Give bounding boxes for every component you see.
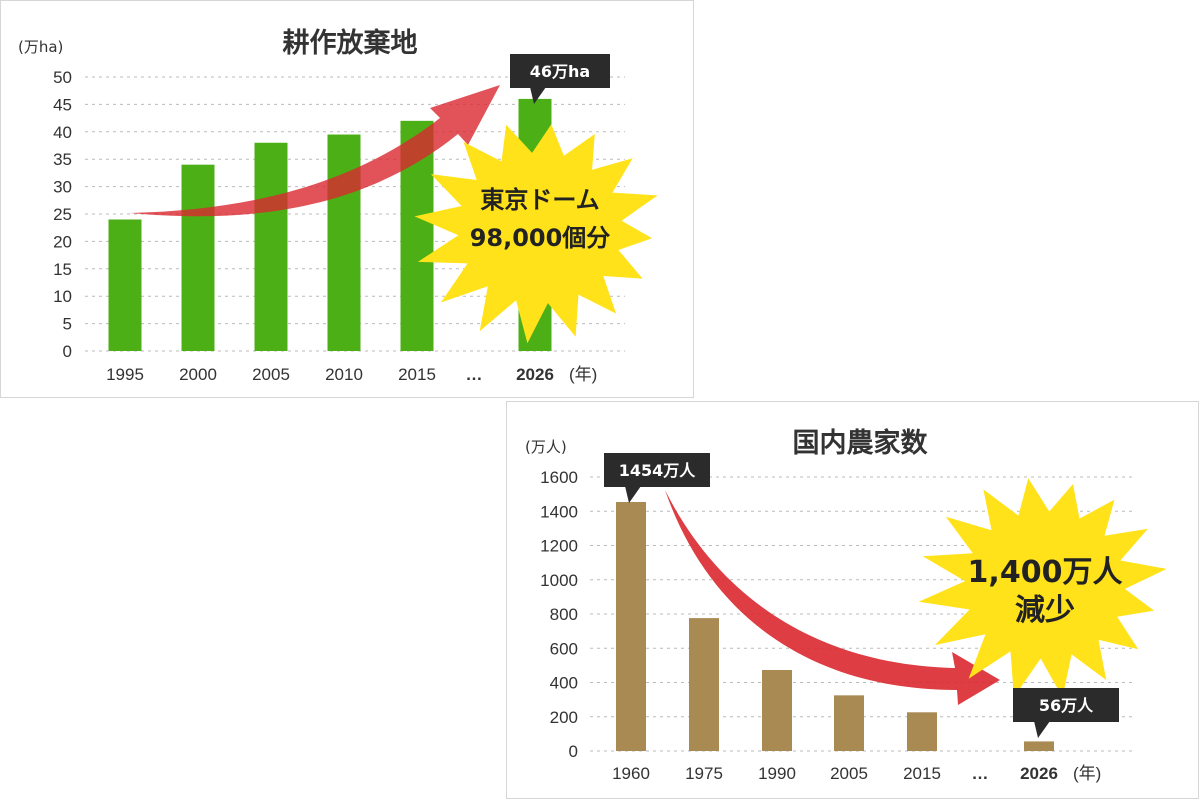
- bar-2005: [834, 695, 864, 751]
- value-callout-2026: 46万ha: [530, 62, 590, 81]
- y-tick-label: 200: [550, 708, 578, 727]
- y-tick-label: 10: [53, 287, 72, 306]
- x-tick-label: 2010: [325, 365, 363, 384]
- chart-title: 耕作放棄地: [283, 27, 418, 59]
- value-callout-1960-box: [604, 453, 710, 487]
- chart-2: 国内農家数 (万人) 0 200 400 600 800 1000 1200 1400 1600 19…: [506, 401, 1199, 799]
- starburst: [414, 124, 658, 344]
- y-tick-label: 45: [53, 95, 72, 114]
- x-tick-label: 1975: [685, 764, 723, 783]
- trend-arrow-down: [665, 490, 1000, 705]
- value-callout-2026-box: [510, 54, 610, 88]
- burst-line-2: 98,000個分: [470, 224, 611, 252]
- chart-1: 耕作放棄地 (万ha) 0 5 10 15 20 25 30 35 40 45 50 1995 2000 20…: [0, 0, 694, 398]
- x-tick-label: 2005: [252, 365, 290, 384]
- x-tick-label: 2000: [179, 365, 217, 384]
- bar-2010: [327, 134, 361, 351]
- axis-ellipsis: …: [972, 764, 989, 783]
- value-callout-1960-pointer: [625, 486, 641, 503]
- x-tick-label: 1960: [612, 764, 650, 783]
- x-tick-label: 1990: [758, 764, 796, 783]
- burst-line-1: 東京ドーム: [480, 186, 599, 214]
- y-tick-label: 5: [63, 315, 72, 334]
- chart-title: 国内農家数: [793, 427, 929, 459]
- starburst: [918, 478, 1167, 698]
- y-tick-label: 50: [53, 68, 72, 87]
- burst-line-1: 1,400万人: [968, 555, 1123, 590]
- y-tick-label: 600: [550, 639, 578, 658]
- x-tick-label: 2005: [830, 764, 868, 783]
- bar-1960: [616, 502, 646, 751]
- y-tick-label: 1600: [540, 468, 578, 487]
- y-tick-label: 1400: [540, 502, 578, 521]
- x-tick-label: 2015: [398, 365, 436, 384]
- x-tick-label: 1995: [106, 365, 144, 384]
- y-tick-label: 400: [550, 674, 578, 693]
- bar-2026: [1024, 741, 1054, 751]
- value-callout-2026: 56万人: [1039, 696, 1094, 715]
- y-tick-label: 25: [53, 205, 72, 224]
- y-tick-label: 15: [53, 260, 72, 279]
- bar-2000: [181, 164, 215, 351]
- value-callout-2026-pointer: [530, 87, 546, 104]
- y-tick-label: 1000: [540, 571, 578, 590]
- y-tick-label: 0: [569, 742, 578, 761]
- bar-1975: [689, 618, 719, 751]
- burst-line-2: 減少: [1015, 593, 1075, 628]
- axis-ellipsis: …: [466, 365, 483, 384]
- y-tick-label: 1200: [540, 537, 578, 556]
- x-tick-label: 2026: [1020, 764, 1058, 783]
- trend-arrow-up: [130, 85, 500, 217]
- x-tick-label: 2015: [903, 764, 941, 783]
- x-axis-unit: (年): [1073, 764, 1101, 783]
- y-tick-label: 35: [53, 150, 72, 169]
- bar-1995: [108, 219, 142, 351]
- y-tick-label: 0: [63, 342, 72, 361]
- y-tick-label: 40: [53, 123, 72, 142]
- y-tick-label: 30: [53, 178, 72, 197]
- value-callout-2026-pointer: [1034, 721, 1050, 738]
- y-tick-label: 20: [53, 232, 72, 251]
- y-axis-unit: (万人): [525, 438, 567, 456]
- y-tick-label: 800: [550, 605, 578, 624]
- bar-2015: [907, 712, 937, 751]
- x-axis-unit: (年): [569, 365, 597, 384]
- bar-2005: [254, 142, 288, 351]
- x-tick-label: 2026: [516, 365, 554, 384]
- value-callout-1960: 1454万人: [619, 461, 697, 480]
- y-axis-unit: (万ha): [18, 38, 63, 56]
- value-callout-2026-box: [1013, 688, 1119, 722]
- bar-1990: [762, 669, 792, 751]
